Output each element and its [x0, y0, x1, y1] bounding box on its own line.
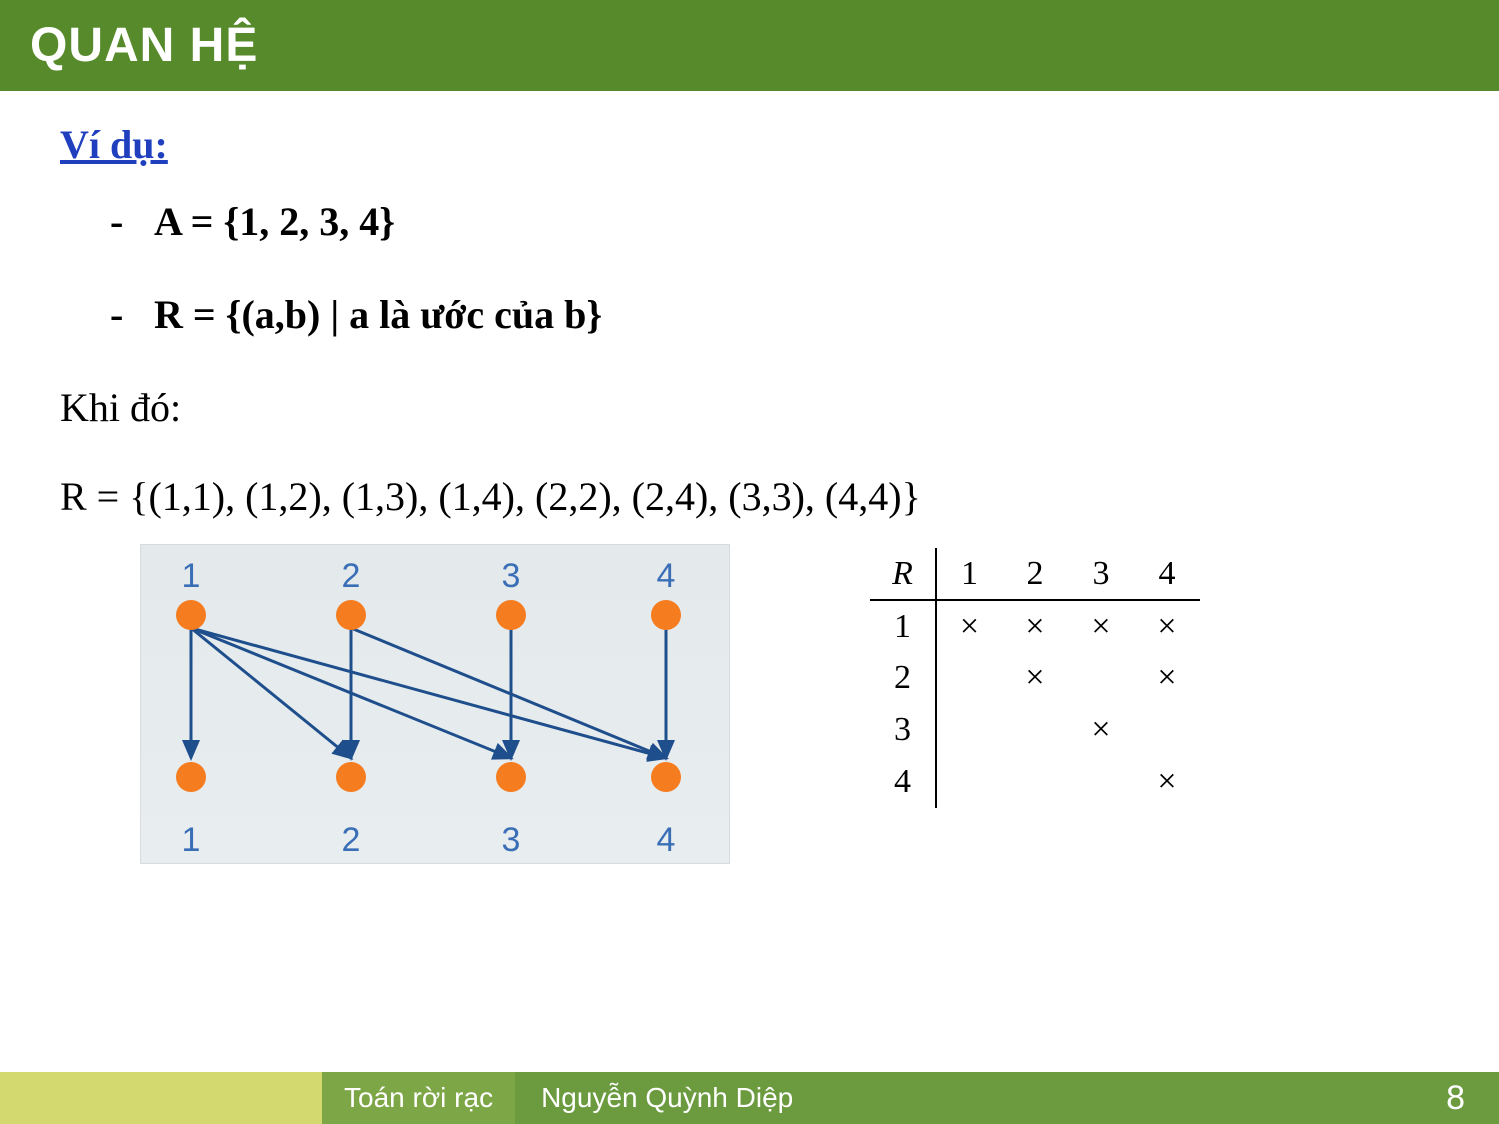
matrix-row-header: 1 [870, 600, 936, 652]
bullet-list: - A = {1, 2, 3, 4} - R = {(a,b) | a là ư… [60, 168, 1449, 338]
relation-expansion: R = {(1,1), (1,2), (1,3), (1,4), (2,2), … [60, 473, 1449, 520]
matrix-cell [1002, 756, 1068, 808]
matrix-cell [1134, 704, 1200, 756]
graph-node [496, 762, 526, 792]
graph-node [336, 762, 366, 792]
graph-edge [191, 628, 666, 758]
graph-node [651, 600, 681, 630]
example-label: Ví dụ: [60, 121, 1449, 168]
bullet-item: - R = {(a,b) | a là ước của b} [110, 291, 1449, 338]
matrix-cell [936, 704, 1002, 756]
graph-bottom-label: 1 [176, 821, 206, 860]
graph-node [176, 762, 206, 792]
matrix-cell: × [1002, 652, 1068, 704]
graph-top-label: 1 [176, 557, 206, 596]
then-label: Khi đó: [60, 384, 1449, 431]
relation-graph: 1 1 2 2 3 3 4 4 [140, 544, 730, 864]
footer-accent [0, 1072, 322, 1124]
matrix-cell [1068, 756, 1134, 808]
matrix-cell: × [1002, 600, 1068, 652]
graph-node [336, 600, 366, 630]
matrix-cell [1068, 652, 1134, 704]
graph-top-label: 2 [336, 557, 366, 596]
matrix-header-symbol: R [870, 548, 936, 600]
slide: QUAN HỆ Ví dụ: - A = {1, 2, 3, 4} - R = … [0, 0, 1499, 1124]
example-label-text: Ví dụ [60, 122, 155, 167]
matrix-col-header: 3 [1068, 548, 1134, 600]
graph-top-label: 3 [496, 557, 526, 596]
bullet-dash: - [110, 291, 154, 338]
graph-bottom-label: 4 [651, 821, 681, 860]
matrix-row-header: 4 [870, 756, 936, 808]
content-area: Ví dụ: - A = {1, 2, 3, 4} - R = {(a,b) |… [0, 91, 1499, 864]
matrix-table: R12341××××2××3×4× [870, 548, 1200, 808]
matrix-cell: × [1134, 652, 1200, 704]
slide-title: QUAN HỆ [30, 18, 1469, 73]
footer-bar: Toán rời rạc Nguyễn Quỳnh Diệp 8 [0, 1072, 1499, 1124]
figures-row: 11223344 R12341××××2××3×4× [60, 544, 1449, 864]
footer-author: Nguyễn Quỳnh Diệp [515, 1072, 1379, 1124]
graph-edge [191, 628, 351, 758]
footer-page-number: 8 [1379, 1072, 1499, 1124]
bullet-text: R = {(a,b) | a là ước của b} [154, 291, 602, 338]
graph-bottom-label: 2 [336, 821, 366, 860]
graph-bottom-label: 3 [496, 821, 526, 860]
matrix-col-header: 2 [1002, 548, 1068, 600]
matrix-row-header: 3 [870, 704, 936, 756]
matrix-col-header: 4 [1134, 548, 1200, 600]
matrix-cell: × [1134, 756, 1200, 808]
graph-edges-svg [141, 545, 731, 865]
graph-edge [351, 628, 666, 758]
matrix-cell: × [1068, 704, 1134, 756]
title-bar: QUAN HỆ [0, 0, 1499, 91]
matrix-cell: × [1134, 600, 1200, 652]
bullet-text: A = {1, 2, 3, 4} [154, 198, 395, 245]
example-colon: : [155, 122, 168, 167]
bullet-dash: - [110, 198, 154, 245]
matrix-cell [936, 652, 1002, 704]
matrix-cell [1002, 704, 1068, 756]
footer-course: Toán rời rạc [322, 1072, 515, 1124]
graph-node [651, 762, 681, 792]
bullet-item: - A = {1, 2, 3, 4} [110, 198, 1449, 245]
matrix-cell [936, 756, 1002, 808]
matrix-col-header: 1 [936, 548, 1002, 600]
matrix-row-header: 2 [870, 652, 936, 704]
matrix-cell: × [936, 600, 1002, 652]
graph-node [496, 600, 526, 630]
relation-matrix: R12341××××2××3×4× [870, 548, 1200, 808]
graph-top-label: 4 [651, 557, 681, 596]
graph-node [176, 600, 206, 630]
matrix-cell: × [1068, 600, 1134, 652]
